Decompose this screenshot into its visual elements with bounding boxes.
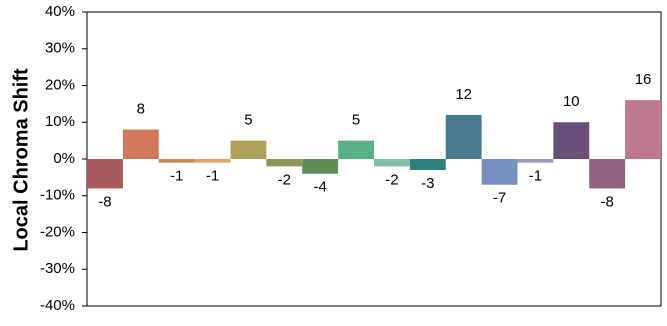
data-label: -8 — [601, 193, 614, 210]
y-tick-label: 20% — [45, 76, 75, 93]
data-label: 16 — [635, 71, 652, 88]
data-label: 8 — [137, 101, 145, 118]
y-tick-label: -30% — [40, 260, 75, 277]
bar — [481, 159, 518, 185]
data-label: -7 — [493, 190, 506, 207]
y-tick-label: 40% — [45, 3, 75, 20]
bar — [553, 122, 590, 159]
y-tick-label: -40% — [40, 297, 75, 314]
bar — [374, 159, 410, 167]
y-axis-label: Local Chroma Shift — [10, 68, 32, 252]
bar — [409, 159, 446, 171]
bar — [194, 159, 231, 163]
data-label: 5 — [352, 112, 360, 129]
data-label: -2 — [385, 171, 398, 188]
y-tick-label: 30% — [45, 40, 75, 57]
y-tick-label: 10% — [45, 113, 75, 130]
data-label: 10 — [563, 93, 580, 110]
data-label: 12 — [455, 86, 472, 103]
data-label: -2 — [278, 171, 291, 188]
bar — [517, 159, 554, 163]
bar — [158, 159, 195, 163]
bar — [230, 140, 267, 159]
bar — [445, 114, 482, 159]
data-label: -1 — [170, 168, 183, 185]
bar — [302, 159, 339, 174]
bar — [338, 140, 374, 159]
data-label: 5 — [244, 112, 252, 129]
bar — [266, 159, 303, 167]
data-label: -4 — [314, 179, 327, 196]
data-label: -8 — [98, 193, 111, 210]
y-tick-label: -10% — [40, 187, 75, 204]
data-label: -1 — [206, 168, 219, 185]
bar — [589, 159, 626, 189]
y-tick-label: 0% — [53, 150, 75, 167]
y-tick-label: -20% — [40, 223, 75, 240]
bar — [625, 100, 661, 159]
data-label: -1 — [529, 168, 542, 185]
data-label: -3 — [421, 175, 434, 192]
bar — [87, 159, 123, 189]
bar — [122, 129, 159, 159]
